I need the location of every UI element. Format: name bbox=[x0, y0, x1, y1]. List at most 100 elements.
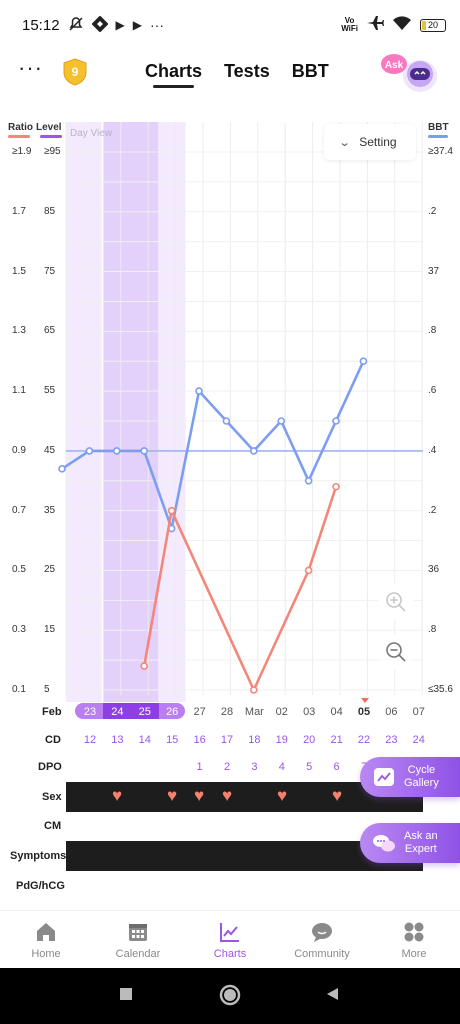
symptoms-label: Symptoms bbox=[10, 850, 67, 862]
data-point bbox=[332, 417, 340, 425]
date-cell[interactable]: 26 bbox=[166, 706, 179, 718]
setting-label: Setting bbox=[359, 135, 397, 149]
level-tick-label: 5 bbox=[44, 684, 50, 695]
heart-icon[interactable]: ♥ bbox=[193, 786, 205, 805]
level-tick-label: 45 bbox=[44, 444, 56, 456]
heart-icon[interactable]: ♥ bbox=[331, 786, 343, 805]
data-point bbox=[85, 447, 94, 455]
dpo-cell[interactable]: 3 bbox=[251, 761, 258, 773]
level-tick-label: ≥95 bbox=[44, 146, 61, 157]
ratio-legend-swatch bbox=[8, 135, 30, 138]
today-marker-icon bbox=[361, 698, 369, 703]
cycle-gallery-button[interactable]: Cycle Gallery bbox=[360, 757, 460, 797]
more-notifications-icon: ··· bbox=[150, 17, 165, 33]
level-badge-icon[interactable]: 9 bbox=[62, 58, 88, 86]
nav-more[interactable]: More bbox=[368, 911, 460, 968]
bbt-tick-label: .2 bbox=[428, 504, 437, 516]
ask-expert-button[interactable]: Ask an Expert bbox=[360, 823, 460, 863]
nav-home[interactable]: Home bbox=[0, 911, 92, 968]
hormone-chart[interactable]: Ratio Level BBT Day View ⌄ Setting ≥1.9 ≥… bbox=[0, 110, 460, 710]
recents-icon[interactable] bbox=[118, 986, 134, 1002]
pdg-row: PdG/hCG bbox=[0, 871, 460, 901]
dpo-cell[interactable]: 2 bbox=[223, 761, 231, 773]
back-icon[interactable] bbox=[324, 986, 340, 1002]
date-cell[interactable]: 27 bbox=[193, 706, 206, 718]
light-highlight-band bbox=[66, 122, 102, 702]
cd-cell[interactable]: 14 bbox=[138, 734, 151, 746]
dpo-cell[interactable]: 5 bbox=[306, 761, 313, 773]
cd-cell[interactable]: 19 bbox=[275, 734, 288, 746]
cd-cell[interactable]: 16 bbox=[193, 734, 206, 746]
wifi-icon bbox=[392, 15, 412, 35]
cd-cell[interactable]: 20 bbox=[303, 734, 316, 746]
date-row: Feb 23 24 25 26 27 28 Mar 02 03 04 05 06 07 bbox=[0, 697, 460, 727]
cd-cell[interactable]: 12 bbox=[83, 734, 97, 746]
cd-cell[interactable]: 18 bbox=[248, 734, 261, 746]
bbt-tick-label: ≥37.4 bbox=[428, 146, 453, 157]
chart-canvas[interactable] bbox=[0, 110, 460, 710]
date-cell[interactable]: 03 bbox=[303, 706, 316, 718]
tab-tests[interactable]: Tests bbox=[224, 61, 270, 81]
cycle-gallery-line1: Cycle bbox=[407, 764, 436, 776]
cd-cell[interactable]: 17 bbox=[220, 734, 234, 746]
ratio-tick-label: 0.5 bbox=[12, 564, 26, 576]
tab-charts[interactable]: Charts bbox=[145, 61, 202, 88]
heart-icon[interactable]: ♥ bbox=[276, 786, 288, 805]
nav-calendar[interactable]: Calendar bbox=[92, 911, 184, 968]
chevron-down-icon: ⌄ bbox=[338, 136, 351, 149]
nav-charts[interactable]: Charts bbox=[184, 911, 276, 968]
dpo-cell[interactable]: 6 bbox=[333, 761, 340, 773]
heart-icon[interactable]: ♥ bbox=[166, 786, 178, 805]
cycle-gallery-line2: Gallery bbox=[404, 777, 439, 789]
nav-more-label: More bbox=[401, 947, 427, 960]
date-cell[interactable]: 07 bbox=[412, 706, 425, 718]
dpo-cell[interactable]: 4 bbox=[278, 761, 285, 773]
cd-cell[interactable]: 15 bbox=[166, 734, 179, 746]
date-cell[interactable]: 06 bbox=[385, 706, 398, 718]
date-cell[interactable]: 02 bbox=[275, 706, 288, 718]
bbt-header: BBT bbox=[428, 122, 449, 133]
level-tick-label: 75 bbox=[44, 265, 56, 277]
ratio-axis-header: Ratio bbox=[8, 122, 33, 138]
date-cell[interactable]: 25 bbox=[138, 706, 151, 718]
zoom-out-button[interactable] bbox=[378, 634, 414, 670]
pdg-label: PdG/hCG bbox=[16, 880, 65, 892]
data-point bbox=[113, 447, 121, 455]
cd-cell[interactable]: 22 bbox=[357, 734, 371, 746]
date-cell[interactable]: 04 bbox=[330, 706, 343, 718]
cd-cell[interactable]: 21 bbox=[330, 734, 343, 746]
date-cell[interactable]: 24 bbox=[111, 706, 124, 718]
more-menu-button[interactable]: ··· bbox=[18, 55, 43, 80]
ratio-tick-label: 0.9 bbox=[12, 444, 26, 456]
vowifi-indicator: Vo WiFi bbox=[341, 17, 358, 33]
date-cell[interactable]: 23 bbox=[83, 706, 97, 718]
dpo-cell[interactable]: 1 bbox=[196, 761, 203, 773]
data-point bbox=[332, 482, 340, 491]
vowifi-line1: Vo bbox=[344, 16, 355, 25]
home-icon bbox=[37, 922, 55, 941]
ask-assistant-button[interactable]: Ask bbox=[380, 50, 442, 96]
tab-bbt[interactable]: BBT bbox=[291, 61, 329, 81]
data-point bbox=[304, 566, 313, 575]
home-system-icon[interactable] bbox=[218, 983, 242, 1007]
date-cell[interactable]: 05 bbox=[357, 706, 371, 718]
cd-cell[interactable]: 23 bbox=[385, 734, 398, 746]
vowifi-line2: WiFi bbox=[341, 24, 358, 33]
cd-cell[interactable]: 24 bbox=[412, 734, 425, 746]
gallery-chart-icon bbox=[374, 768, 394, 786]
data-point bbox=[195, 387, 203, 395]
nav-home-label: Home bbox=[31, 947, 61, 960]
airplane-icon bbox=[366, 15, 384, 35]
cd-cell[interactable]: 13 bbox=[111, 734, 124, 746]
ratio-tick-label: ≥1.9 bbox=[12, 146, 32, 157]
heart-icon[interactable]: ♥ bbox=[111, 786, 123, 805]
data-point bbox=[58, 465, 66, 473]
level-tick-label: 55 bbox=[44, 385, 56, 397]
charts-icon bbox=[220, 922, 239, 942]
date-cell[interactable]: 28 bbox=[220, 706, 234, 718]
heart-icon[interactable]: ♥ bbox=[221, 786, 233, 805]
date-cell[interactable]: Mar bbox=[244, 706, 264, 718]
zoom-in-button[interactable] bbox=[378, 584, 414, 620]
nav-community[interactable]: Community bbox=[276, 911, 368, 968]
setting-button[interactable]: ⌄ Setting bbox=[324, 124, 416, 160]
